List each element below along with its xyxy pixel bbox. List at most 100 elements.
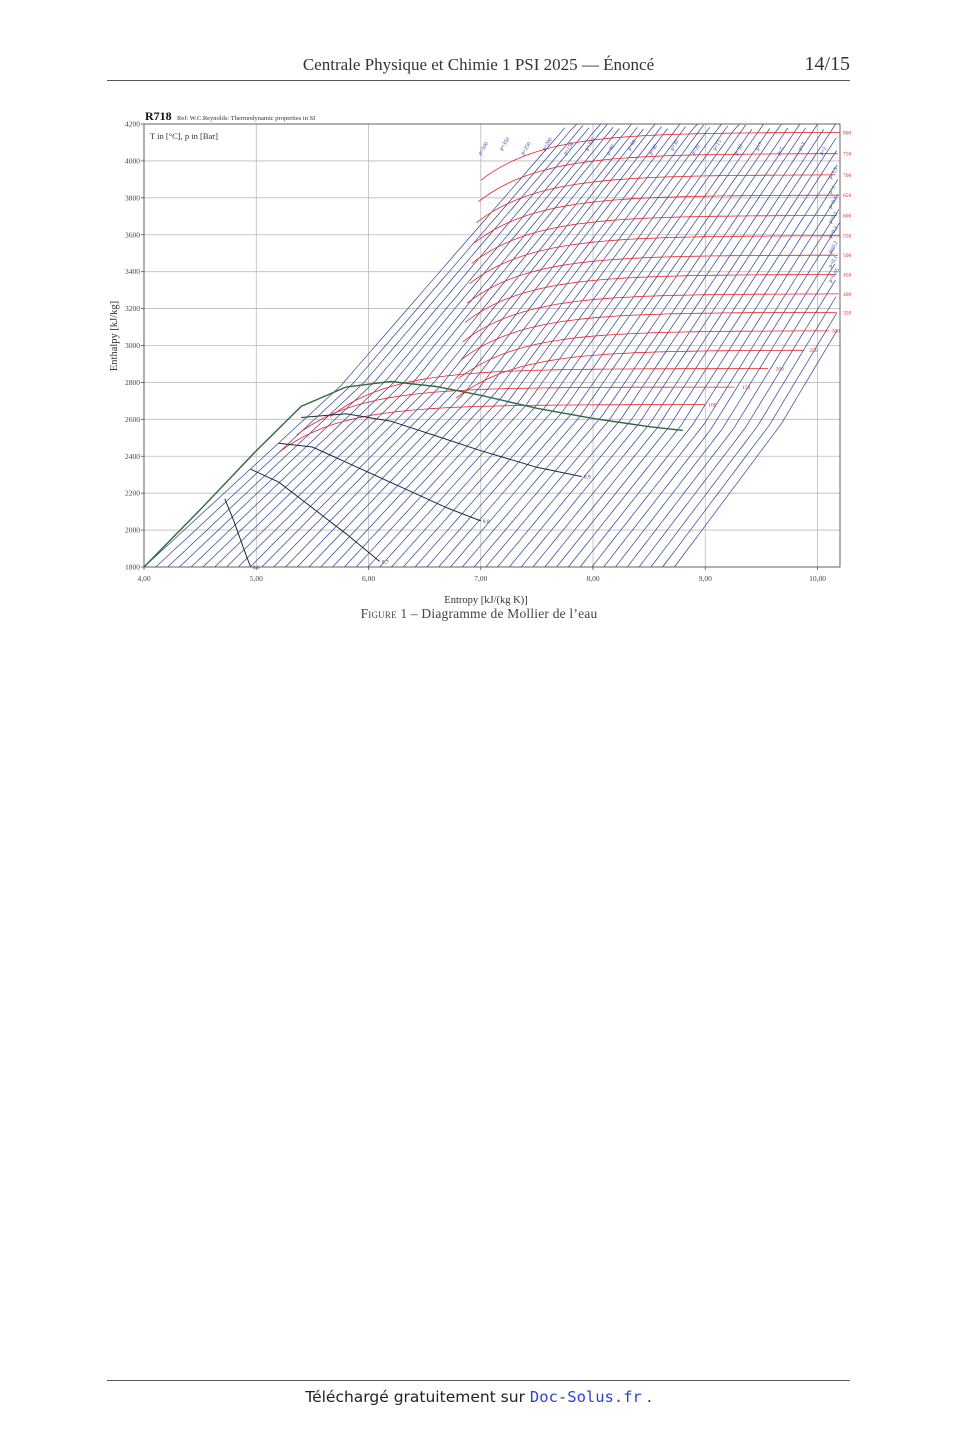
saturation-line [143,380,683,568]
x-tick-label: 7,00 [474,574,487,583]
isobar-line [308,124,680,568]
isotherm-label: 600 [843,213,852,219]
isobar-line [462,127,789,568]
isobar-line [379,125,728,568]
figure-caption-text: Diagramme de Mollier de l’eau [421,606,598,621]
footer-period: . [646,1388,652,1406]
isotherm-label: 100 [708,403,717,409]
isobar-line [226,128,620,568]
isotherm-label: 500 [843,253,852,259]
isobar-line [167,125,584,568]
chart-title: R718 [145,109,172,123]
isobar-line [202,124,608,568]
isobar-label: p=1 [828,184,838,195]
y-tick-label: 2000 [125,526,140,535]
isobar-label: p=7 [755,141,765,152]
chart-axes: 4,00 5,00 6,00 7,00 8,00 9,00 10,00 1800 2000 220… [125,120,841,583]
isobar-label: p=0,1 [828,255,840,269]
isotherm-line [296,386,735,436]
vapor-quality-line [301,413,582,478]
isobar-line [438,128,771,568]
vapor-quality-line [224,498,252,568]
isobar-label: p=15 [712,139,723,152]
vapor-quality-label: 0,8 [483,519,490,525]
isotherm-line [473,194,839,244]
isobar-line [426,123,764,568]
isotherm-line [476,174,836,224]
isotherm-label: 400 [843,292,852,298]
isobar-line [403,124,746,568]
isobar-label: p=150 [563,141,576,156]
isobar-line [662,313,837,568]
isotherm-label: 300 [832,329,841,335]
isotherm-line [471,215,837,264]
isotherm-line [464,274,836,323]
figure-caption: Figure 1 – Diagramme de Mollier de l’eau [0,606,958,622]
y-tick-label: 3400 [125,267,140,276]
isobar-line [450,123,782,568]
y-tick-label: 3200 [125,304,140,313]
isobar-line [650,296,837,568]
vapor-quality-line [250,468,381,562]
isobar-label: p=200 [541,137,554,152]
page-number: 14/15 [804,53,850,75]
isobar-line [615,247,835,568]
isobar-line [603,222,840,568]
isobar-line [473,124,800,568]
isotherm-line [278,404,706,453]
isotherm-line [458,330,829,380]
page-footer: Téléchargé gratuitement sur Doc-Solus.fr… [107,1380,850,1406]
isobar-label: p=1,5 [828,166,840,180]
isotherm-label: 700 [843,173,852,179]
y-tick-label: 2200 [125,489,140,498]
isobar-line [414,128,753,568]
isotherm-label: 650 [843,193,852,199]
isobar-label: p=500 [477,141,490,156]
x-tick-label: 6,00 [362,574,375,583]
y-tick-label: 1800 [125,563,140,572]
isobar-line [544,150,837,568]
isobar-line [520,124,836,568]
isobar-label: p=350 [499,136,512,151]
isobar-line [261,128,644,568]
x-axis-label: Entropy [kJ/(kg K)] [444,595,527,606]
isotherm-label: 200 [776,367,785,373]
vapor-quality-line [278,442,481,522]
y-tick-label: 2800 [125,378,140,387]
isobar-line [296,128,668,568]
isotherm-line [467,254,838,304]
isobar-line [485,127,807,568]
isobar-line [355,127,711,568]
isobar-label: p=2 [819,146,829,157]
y-tick-label: 4000 [125,156,140,165]
y-tick-label: 2600 [125,415,140,424]
isobar-label: p=5 [776,146,786,157]
isobar-line [285,126,662,568]
isobar-line [568,179,839,568]
x-tick-label: 9,00 [699,574,712,583]
chart-subtitle: Ref: W.C.Reynolds: Thermodynamic propert… [177,115,315,122]
isobar-label: p=250 [520,141,533,156]
isotherm-line [469,235,840,285]
isotherm-label: 800 [843,130,852,136]
units-note: T in [°C], p in [Bar] [150,131,218,141]
isobar-line [638,279,836,568]
figure-caption-separator: – [407,606,422,621]
isobar-line [532,137,837,568]
isobar-label: p=20 [691,143,702,156]
x-tick-label: 10,00 [809,574,826,583]
page-header: Centrale Physique et Chimie 1 PSI 2025 —… [107,52,850,81]
isobar-line [391,123,740,568]
isotherm-label: 750 [843,152,852,158]
isobar-label: p=3 [797,141,807,152]
isobar-label: p=40 [648,143,659,156]
vapor-quality-label: 0,7 [382,559,389,565]
x-tick-label: 4,00 [137,574,150,583]
isotherm-label: 450 [843,272,852,278]
isobar-label: p=0,7 [828,196,840,210]
footer-link[interactable]: Doc-Solus.fr [529,1388,642,1406]
vapor-quality-label: 0,6 [253,565,260,571]
isobar-line [674,330,838,568]
isobar-line [143,127,566,568]
isobar-line [273,123,656,568]
